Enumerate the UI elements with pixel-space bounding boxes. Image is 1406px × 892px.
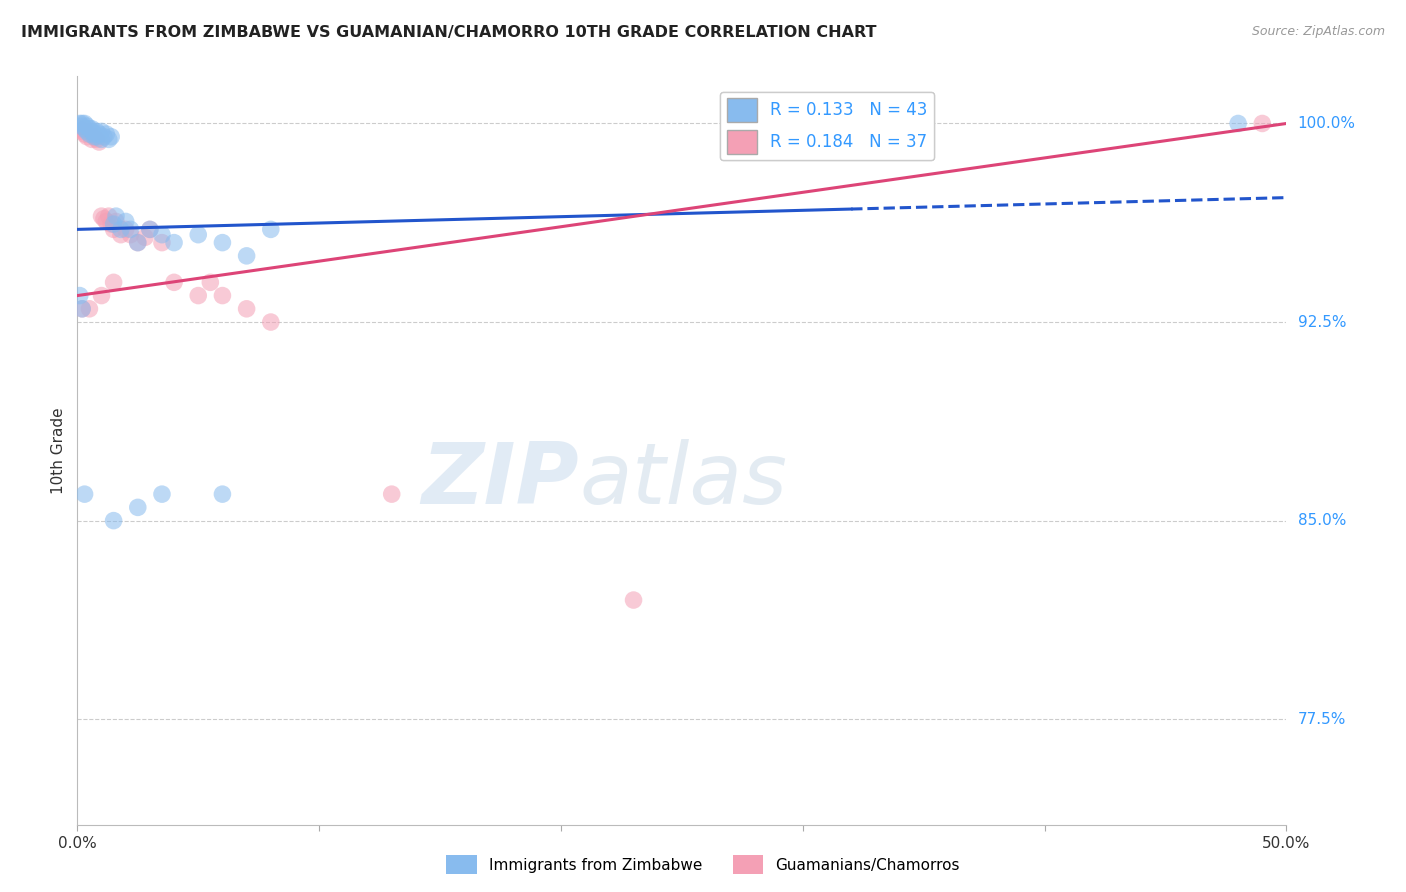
Text: 100.0%: 100.0%	[1298, 116, 1355, 131]
Point	[69, 121, 91, 136]
Text: 92.5%: 92.5%	[1298, 315, 1346, 329]
Point	[70, 119, 93, 133]
Point	[73, 121, 96, 136]
Point	[134, 230, 156, 244]
Point	[139, 222, 162, 236]
Point	[103, 222, 125, 236]
Point	[260, 315, 283, 329]
Point	[97, 209, 120, 223]
Point	[80, 132, 103, 146]
Point	[70, 124, 93, 138]
Point	[381, 487, 404, 501]
Point	[90, 132, 112, 146]
Point	[120, 227, 142, 242]
Point	[127, 500, 149, 515]
Point	[103, 514, 125, 528]
Point	[93, 129, 115, 144]
Point	[96, 127, 118, 141]
Point	[120, 222, 142, 236]
Point	[86, 129, 108, 144]
Text: Source: ZipAtlas.com: Source: ZipAtlas.com	[1251, 25, 1385, 38]
Point	[69, 288, 91, 302]
Point	[96, 214, 118, 228]
Point	[69, 116, 91, 130]
Point	[90, 124, 112, 138]
Point	[110, 227, 132, 242]
Point	[127, 235, 149, 250]
Point	[235, 249, 257, 263]
Text: ZIP: ZIP	[422, 439, 579, 522]
Point	[76, 119, 98, 133]
Point	[90, 209, 112, 223]
Point	[105, 214, 128, 228]
Point	[79, 301, 101, 316]
Point	[87, 127, 110, 141]
Point	[90, 288, 112, 302]
Text: atlas: atlas	[579, 439, 787, 522]
Point	[79, 124, 101, 138]
Point	[150, 227, 173, 242]
Legend: Immigrants from Zimbabwe, Guamanians/Chamorros: Immigrants from Zimbabwe, Guamanians/Cha…	[440, 849, 966, 880]
Point	[100, 129, 122, 144]
Point	[73, 121, 96, 136]
Point	[1251, 116, 1274, 130]
Point	[150, 487, 173, 501]
Point	[83, 127, 105, 141]
Point	[139, 222, 162, 236]
Point	[105, 209, 128, 223]
Point	[86, 124, 108, 138]
Point	[211, 235, 233, 250]
Point	[163, 276, 186, 290]
Text: 77.5%: 77.5%	[1298, 712, 1346, 727]
Point	[70, 301, 93, 316]
Point	[87, 135, 110, 149]
Point	[200, 276, 222, 290]
Point	[97, 132, 120, 146]
Point	[79, 127, 101, 141]
Point	[1227, 116, 1250, 130]
Point	[73, 487, 96, 501]
Point	[110, 222, 132, 236]
Point	[235, 301, 257, 316]
Point	[70, 116, 93, 130]
Point	[211, 288, 233, 302]
Legend: R = 0.133   N = 43, R = 0.184   N = 37: R = 0.133 N = 43, R = 0.184 N = 37	[720, 92, 934, 161]
Point	[103, 217, 125, 231]
Point	[80, 124, 103, 138]
Point	[83, 129, 105, 144]
Point	[260, 222, 283, 236]
Point	[103, 276, 125, 290]
Text: IMMIGRANTS FROM ZIMBABWE VS GUAMANIAN/CHAMORRO 10TH GRADE CORRELATION CHART: IMMIGRANTS FROM ZIMBABWE VS GUAMANIAN/CH…	[21, 25, 876, 40]
Point	[76, 124, 98, 138]
Point	[623, 593, 645, 607]
Point	[163, 235, 186, 250]
Point	[114, 222, 136, 236]
Point	[73, 116, 96, 130]
Point	[83, 129, 105, 144]
Point	[86, 132, 108, 146]
Point	[73, 127, 96, 141]
Point	[127, 235, 149, 250]
Point	[93, 211, 115, 226]
Point	[79, 121, 101, 136]
Point	[211, 487, 233, 501]
Y-axis label: 10th Grade: 10th Grade	[51, 407, 66, 494]
Point	[187, 288, 209, 302]
Point	[76, 129, 98, 144]
Point	[70, 301, 93, 316]
Point	[150, 235, 173, 250]
Point	[100, 217, 122, 231]
Point	[187, 227, 209, 242]
Point	[114, 214, 136, 228]
Text: 85.0%: 85.0%	[1298, 513, 1346, 528]
Point	[80, 121, 103, 136]
